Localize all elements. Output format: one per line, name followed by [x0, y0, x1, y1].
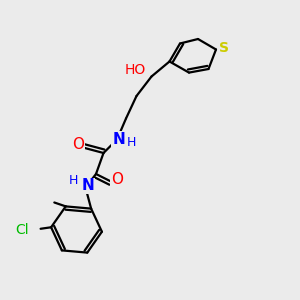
Text: S: S	[218, 41, 229, 55]
Text: H: H	[69, 173, 78, 187]
Text: N: N	[82, 178, 94, 194]
Text: N: N	[112, 132, 125, 147]
Text: HO: HO	[124, 64, 146, 77]
Text: O: O	[111, 172, 123, 188]
Text: H: H	[127, 136, 136, 149]
Text: Cl: Cl	[16, 223, 29, 237]
Text: O: O	[72, 137, 84, 152]
